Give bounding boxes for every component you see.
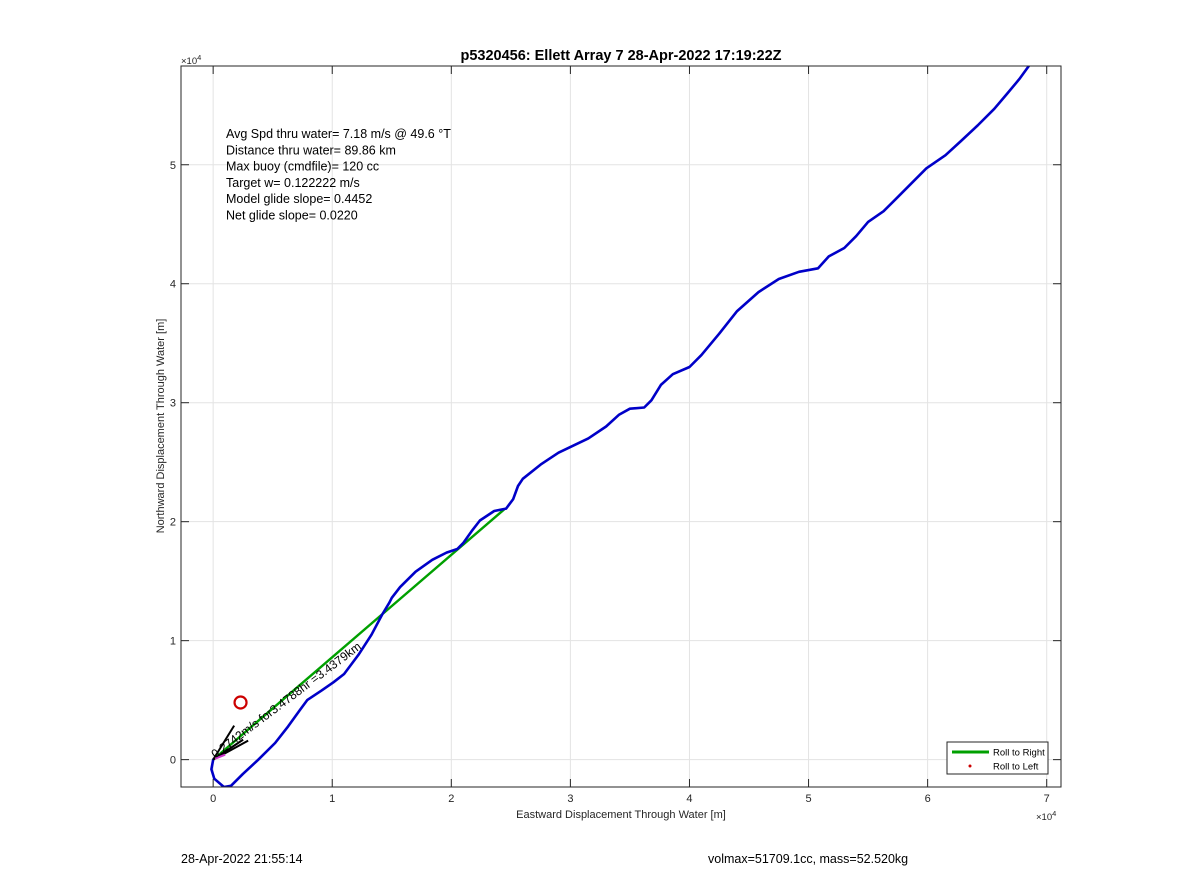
- series-layer: [210, 66, 1031, 787]
- y-tick-label: 0: [170, 755, 176, 767]
- legend-label: Roll to Left: [993, 762, 1039, 773]
- chart-title: p5320456: Ellett Array 7 28-Apr-2022 17:…: [460, 48, 781, 64]
- y-axis-label: Northward Displacement Through Water [m]: [155, 319, 167, 534]
- target-marker: [233, 695, 248, 710]
- roll-right-line: [211, 508, 505, 761]
- x-tick-label: 3: [567, 793, 573, 805]
- legend-box: [946, 741, 1049, 775]
- legend-label: Roll to Right: [993, 748, 1045, 759]
- x-tick-label: 5: [805, 793, 811, 805]
- annotation-line: Net glide slope= 0.0220: [226, 209, 358, 223]
- annotation-line: Model glide slope= 0.4452: [226, 192, 372, 206]
- annotation-line: Max buoy (cmdfile)= 120 cc: [226, 160, 379, 174]
- x-tick-label: 4: [686, 793, 692, 805]
- y-tick-label: 4: [170, 279, 176, 291]
- legend: Roll to Right Roll to Left: [946, 741, 1049, 775]
- x-tick-label: 7: [1044, 793, 1050, 805]
- footer-vol-mass: volmax=51709.1cc, mass=52.520kg: [708, 852, 909, 866]
- stats-annotation: Avg Spd thru water= 7.18 m/s @ 49.6 °T Di…: [226, 127, 451, 223]
- x-axis-exponent: ×104: [1036, 809, 1056, 823]
- extras-layer: 0.2742m/s for3.4788hr =3.4379km: [209, 639, 364, 761]
- annotation-line: Distance thru water= 89.86 km: [226, 143, 396, 157]
- x-tick-label: 1: [329, 793, 335, 805]
- axis-ticks: 0 1 2 3 4 5 6 7 0 1 2 3 4 5: [170, 66, 1061, 805]
- y-axis-exponent: ×104: [181, 53, 201, 67]
- footer-timestamp: 28-Apr-2022 21:55:14: [181, 852, 303, 866]
- legend-swatch-dot: [968, 764, 972, 768]
- annotation-line: Target w= 0.122222 m/s: [226, 176, 360, 190]
- y-tick-label: 1: [170, 636, 176, 648]
- x-tick-label: 6: [925, 793, 931, 805]
- current-arrow-line: [212, 725, 236, 761]
- y-tick-label: 5: [170, 160, 176, 172]
- x-axis-label: Eastward Displacement Through Water [m]: [516, 809, 726, 821]
- annotation-line: Avg Spd thru water= 7.18 m/s @ 49.6 °T: [226, 127, 451, 141]
- y-tick-label: 2: [170, 517, 176, 529]
- track-line: [210, 66, 1031, 787]
- x-tick-label: 2: [448, 793, 454, 805]
- y-tick-label: 3: [170, 398, 176, 410]
- plot-frame: [180, 65, 1062, 788]
- x-tick-label: 0: [210, 793, 216, 805]
- start-marker: [214, 753, 226, 760]
- grid-lines: [181, 66, 1061, 787]
- current-label: 0.2742m/s for3.4788hr =3.4379km: [209, 639, 364, 761]
